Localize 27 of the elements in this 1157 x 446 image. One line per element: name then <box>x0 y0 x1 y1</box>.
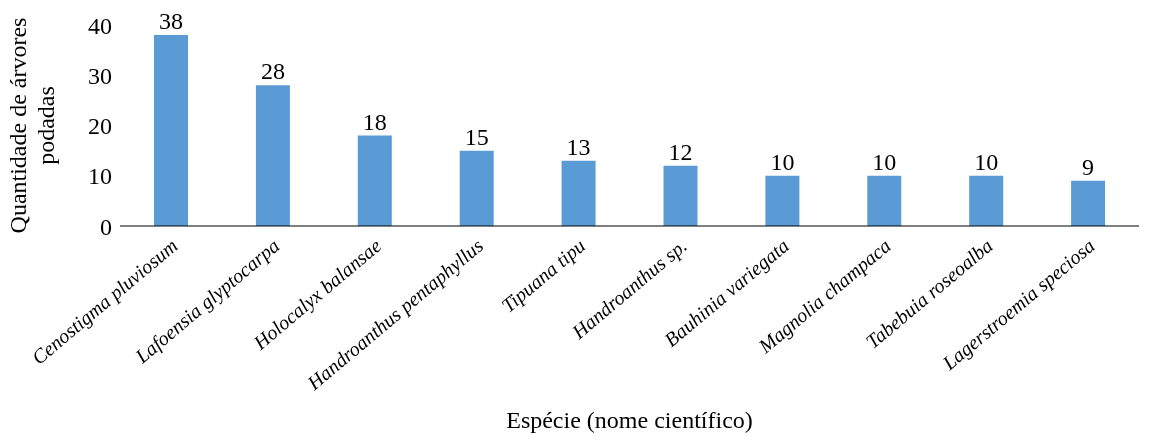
bar <box>255 85 290 226</box>
bar <box>561 160 596 226</box>
y-tick-label: 10 <box>88 163 112 190</box>
x-axis-title: Espécie (nome científico) <box>506 407 753 433</box>
bar <box>765 175 800 226</box>
y-axis-title: Quantidade de árvores podadas <box>5 17 59 234</box>
data-label: 38 <box>159 8 183 35</box>
data-label: 13 <box>566 133 591 160</box>
y-tick-label: 20 <box>88 113 112 140</box>
bar <box>1071 180 1106 226</box>
y-tick-label: 30 <box>88 62 112 89</box>
bar <box>357 135 392 226</box>
data-label: 10 <box>872 148 897 175</box>
data-label: 10 <box>770 148 795 175</box>
data-label: 18 <box>362 108 387 135</box>
bar <box>459 150 494 226</box>
data-label: 15 <box>464 123 489 150</box>
data-label: 9 <box>1082 153 1095 180</box>
bar <box>154 35 188 226</box>
data-label: 10 <box>974 148 999 175</box>
bar <box>969 175 1004 226</box>
bar <box>663 165 698 226</box>
data-label: 12 <box>668 138 693 165</box>
bar <box>867 175 902 226</box>
data-label: 28 <box>260 58 285 85</box>
y-tick-label: 40 <box>88 12 112 39</box>
y-tick-label: 0 <box>100 213 112 240</box>
